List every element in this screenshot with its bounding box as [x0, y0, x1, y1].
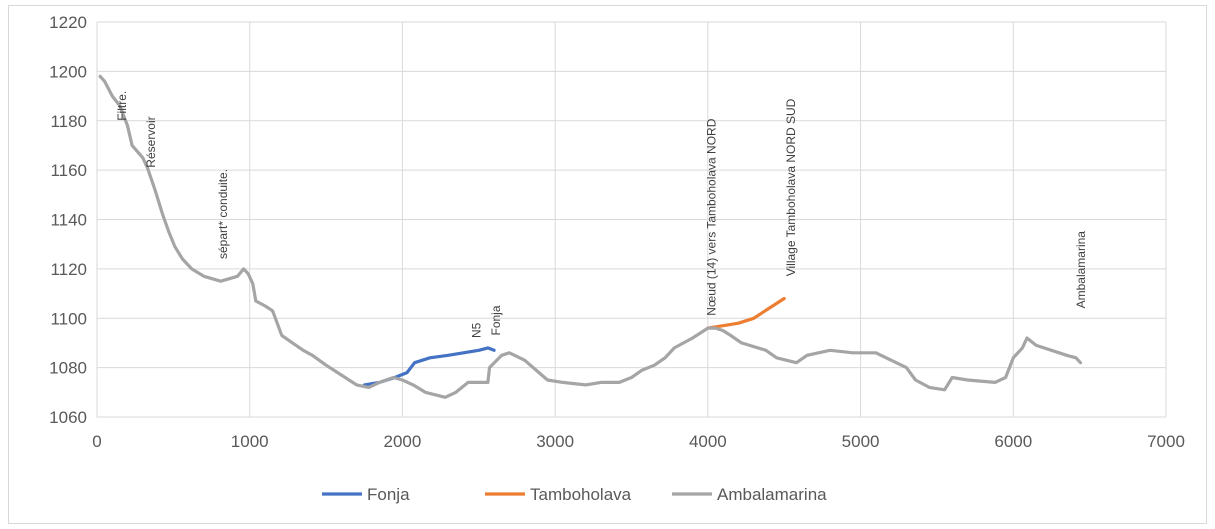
x-tick-label: 7000: [1147, 432, 1185, 451]
grid-layer: [96, 21, 1167, 418]
x-tick-label: 3000: [536, 432, 574, 451]
annotation-label: Fonja: [489, 305, 503, 335]
y-tick-label: 1120: [50, 260, 87, 279]
y-tick-label: 1220: [49, 13, 87, 32]
annotation-label: Ambalamarina: [1074, 231, 1088, 309]
x-tick-label: 1000: [231, 432, 269, 451]
legend-item-fonja: Fonja: [322, 485, 410, 504]
y-tick-label: 1100: [50, 309, 87, 328]
annotation-layer: Filtre. Réservoir sépart* conduite. N5 Fonja…: [115, 91, 1088, 338]
annotation-label: Réservoir: [144, 116, 158, 167]
annotation-label: sépart* conduite.: [216, 169, 230, 259]
legend: Fonja Tamboholava Ambalamarina: [322, 485, 827, 504]
annotation-label: Nœud (14) vers Tamboholava NORD: [705, 118, 719, 316]
y-tick-label: 1140: [50, 211, 87, 230]
annotation-label: Village Tamboholava NORD SUD: [784, 98, 798, 276]
legend-label: Fonja: [367, 485, 410, 504]
y-tick-label: 1160: [50, 161, 87, 180]
series-layer: [98, 74, 1083, 399]
legend-label: Ambalamarina: [717, 485, 827, 504]
x-tick-label: 6000: [994, 432, 1032, 451]
annotation-label: N5: [469, 322, 483, 338]
y-tick-label: 1200: [49, 62, 87, 81]
x-tick-label: 5000: [842, 432, 880, 451]
series-line-tamboholava: [706, 296, 786, 330]
legend-item-tamboholava: Tamboholava: [485, 485, 632, 504]
x-tick-label: 0: [92, 432, 101, 451]
chart-area: [8, 5, 1207, 524]
legend-label: Tamboholava: [530, 485, 632, 504]
x-tick-label: 4000: [689, 432, 727, 451]
y-tick-label: 1080: [49, 359, 87, 378]
legend-item-ambalamarina: Ambalamarina: [672, 485, 827, 504]
y-tick-label: 1060: [49, 408, 87, 427]
series-line-ambalamarina: [98, 74, 1083, 399]
x-tick-label: 2000: [384, 432, 422, 451]
annotation-label: Filtre.: [115, 91, 129, 121]
y-tick-label: 1180: [50, 112, 87, 131]
axis-layer: 1060 1080 1100 1120 1140 1160 1180 1200 1220 0 100…: [49, 13, 1185, 451]
